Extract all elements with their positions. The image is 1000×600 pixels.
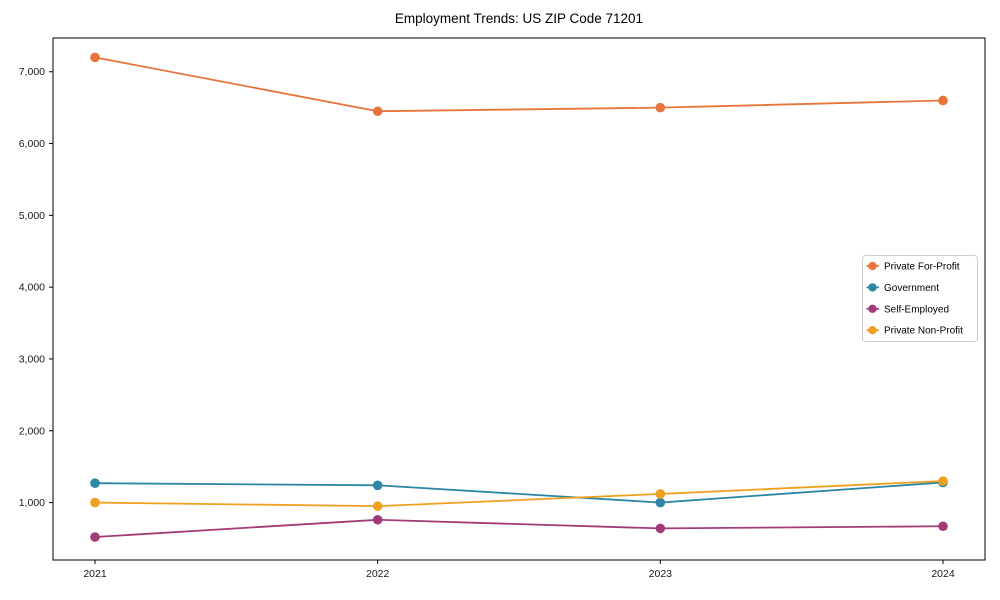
series-line-private-for-profit [94, 56, 944, 113]
y-tick-label: 3,000 [19, 353, 45, 365]
data-point-self-employed [938, 521, 948, 532]
legend-marker-dot-government [868, 283, 877, 292]
data-point-private-for-profit [372, 106, 383, 117]
legend-box [862, 255, 978, 342]
data-point-government [655, 497, 666, 508]
series-line-private-non-profit [94, 480, 944, 508]
legend-item-label-private-non-profit: Private Non-Profit [884, 326, 963, 337]
data-point-self-employed [655, 523, 666, 534]
legend-marker-dot-self-employed [868, 304, 877, 313]
legend-item-label-self-employed: Self-Employed [884, 304, 949, 315]
data-point-private-non-profit [372, 501, 383, 511]
data-point-government [372, 480, 383, 491]
data-point-self-employed [372, 514, 383, 525]
plot-area: 1,000 2,000 3,000 4,000 5,000 6,000 7,000 2021 2… [19, 37, 986, 580]
y-tick-label: 5,000 [19, 210, 45, 222]
data-point-self-employed [90, 532, 100, 542]
x-tick-label: 2023 [649, 568, 673, 580]
plot-border [52, 37, 986, 561]
chart-title: Employment Trends: US ZIP Code 71201 [395, 11, 643, 26]
x-tick-label: 2024 [931, 568, 955, 580]
x-tick-label: 2021 [83, 568, 107, 580]
data-point-private-non-profit [90, 497, 100, 508]
y-tick-label: 4,000 [19, 282, 45, 294]
series-line-self-employed [94, 518, 944, 538]
data-point-private-for-profit [90, 52, 100, 63]
y-tick-label: 7,000 [19, 66, 45, 78]
data-point-government [90, 478, 100, 488]
legend-marker-dot-private-non-profit [868, 326, 877, 335]
legend-item-label-government: Government [884, 283, 939, 294]
y-tick-label: 2,000 [19, 425, 45, 437]
series-line-government [94, 481, 944, 504]
x-tick-label: 2022 [366, 568, 390, 580]
data-point-private-non-profit [655, 489, 666, 499]
legend-marker-dot-private-for-profit [868, 261, 877, 271]
data-point-private-for-profit [938, 95, 948, 106]
data-point-private-non-profit [938, 476, 948, 486]
y-tick-label: 6,000 [19, 138, 45, 150]
y-tick-label: 1,000 [19, 497, 45, 509]
legend-item-label-private-for-profit: Private For-Profit [884, 262, 960, 273]
data-point-private-for-profit [655, 102, 666, 113]
